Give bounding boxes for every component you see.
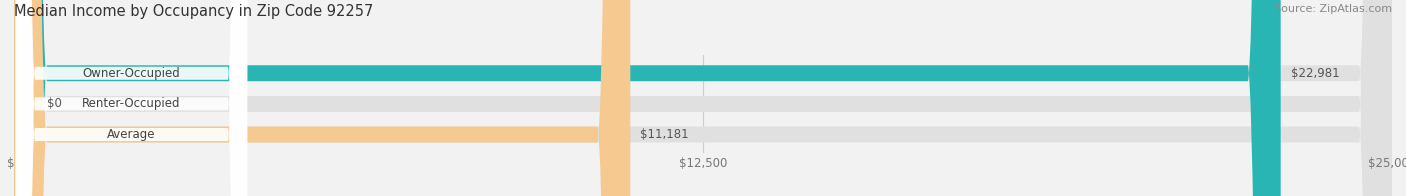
Text: Average: Average [107,128,156,141]
FancyBboxPatch shape [15,0,247,196]
Text: Median Income by Occupancy in Zip Code 92257: Median Income by Occupancy in Zip Code 9… [14,4,374,19]
FancyBboxPatch shape [14,0,42,196]
FancyBboxPatch shape [14,0,630,196]
Text: Owner-Occupied: Owner-Occupied [83,67,180,80]
Text: $11,181: $11,181 [640,128,689,141]
FancyBboxPatch shape [14,0,1392,196]
Text: Renter-Occupied: Renter-Occupied [82,97,181,110]
FancyBboxPatch shape [15,0,247,196]
Text: $22,981: $22,981 [1291,67,1339,80]
FancyBboxPatch shape [15,0,247,196]
Text: Source: ZipAtlas.com: Source: ZipAtlas.com [1274,4,1392,14]
FancyBboxPatch shape [14,0,1392,196]
FancyBboxPatch shape [14,0,1392,196]
Text: $0: $0 [48,97,62,110]
FancyBboxPatch shape [14,0,1281,196]
